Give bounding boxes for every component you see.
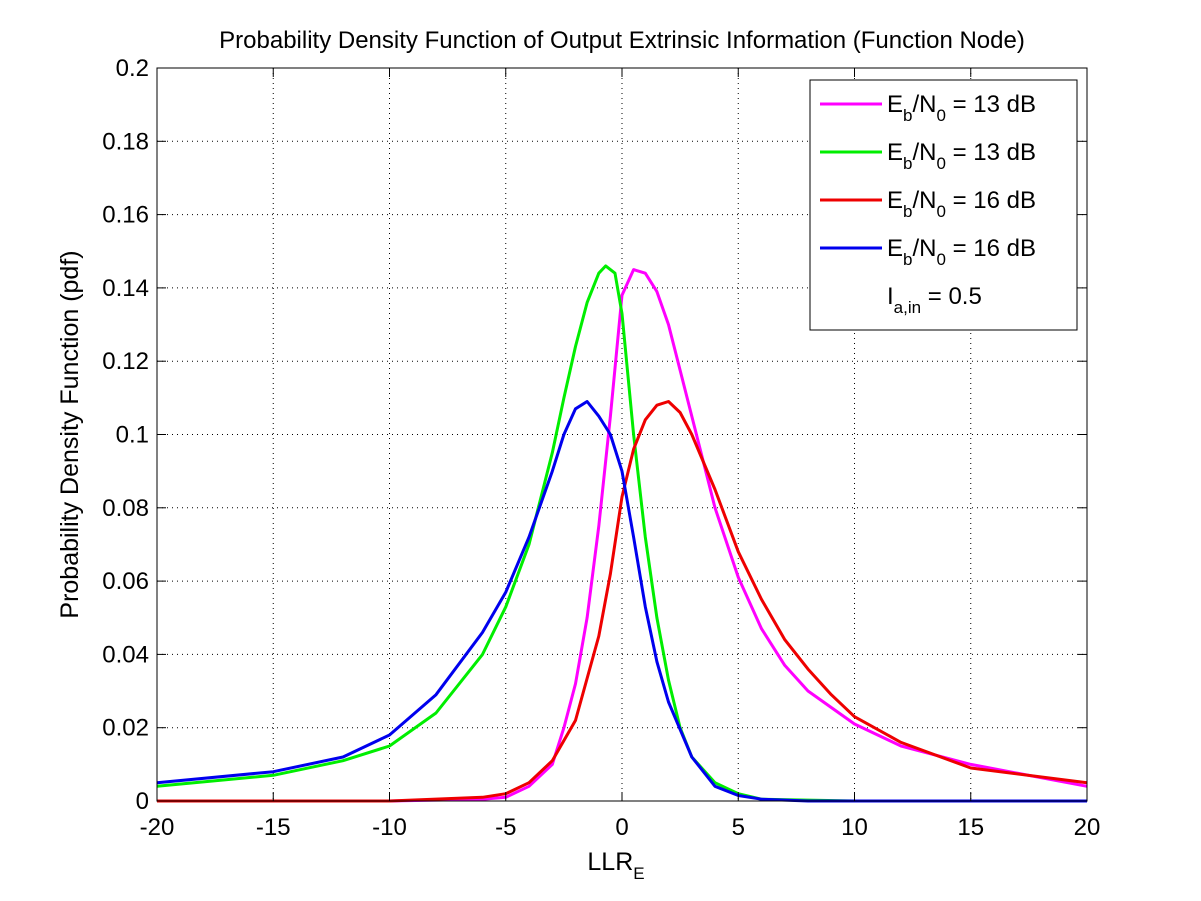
y-tick-label: 0 xyxy=(136,788,149,815)
legend-text-main: E xyxy=(887,139,903,166)
legend-text-sub: b xyxy=(903,154,912,173)
legend-text-mid: /N xyxy=(912,235,936,262)
legend-box xyxy=(809,79,1078,331)
legend-text-sub: b xyxy=(903,106,912,125)
legend-text-sub: 0 xyxy=(936,106,945,125)
legend-text-rest: = 16 dB xyxy=(946,187,1036,214)
y-tick-label: 0.2 xyxy=(116,55,149,82)
series-line-3 xyxy=(157,400,1088,803)
legend-text-sub: b xyxy=(903,202,912,221)
x-tick-label: -10 xyxy=(372,814,407,841)
legend-text-main: E xyxy=(887,187,903,214)
legend-text-main: E xyxy=(887,91,903,118)
y-tick-label: 0.16 xyxy=(102,202,149,229)
legend-entry-label: Eb/N0 = 13 dB xyxy=(887,139,1036,173)
legend-text-rest: = 13 dB xyxy=(946,91,1036,118)
axis-ticks xyxy=(156,67,1088,802)
legend-text-rest: = 13 dB xyxy=(946,139,1036,166)
x-axis-label-subscript: E xyxy=(633,864,644,883)
series-line-1 xyxy=(157,268,1088,803)
grid-lines xyxy=(157,68,1087,801)
legend-note-main: I xyxy=(887,283,894,310)
series-line-4 xyxy=(156,400,1087,803)
x-axis-label-main: LLR xyxy=(587,848,633,876)
x-tick-label: 15 xyxy=(957,814,984,841)
y-tick-labels: 0 0.02 0.04 0.06 0.08 0.1 0.12 0.14 0.16 0.18 0.2 xyxy=(102,55,149,815)
legend-entry-label: Eb/N0 = 16 dB xyxy=(887,187,1036,221)
legend-note-rest: = 0.5 xyxy=(921,283,982,310)
y-tick-label: 0.12 xyxy=(102,348,149,375)
x-tick-label: 20 xyxy=(1074,814,1101,841)
legend-text-sub: 0 xyxy=(936,202,945,221)
y-tick-label: 0.1 xyxy=(116,422,149,449)
x-tick-label: 5 xyxy=(732,814,745,841)
y-tick-label: 0.14 xyxy=(102,275,149,302)
legend-text-sub: 0 xyxy=(936,154,945,173)
legend-note-sub: a,in xyxy=(894,298,921,317)
legend-text-sub: 0 xyxy=(936,250,945,269)
y-tick-label: 0.04 xyxy=(102,641,149,668)
legend-text-sub: b xyxy=(903,250,912,269)
legend-text-rest: = 16 dB xyxy=(946,235,1036,262)
chart-title: Probability Density Function of Output E… xyxy=(219,27,1025,54)
y-tick-label: 0.18 xyxy=(102,128,149,155)
x-tick-label: -15 xyxy=(256,814,291,841)
y-tick-label: 0.02 xyxy=(102,715,149,742)
x-tick-label: 0 xyxy=(615,814,628,841)
series-layer xyxy=(156,264,1088,803)
legend-text-mid: /N xyxy=(912,91,936,118)
x-tick-labels: -20 -15 -10 -5 0 5 10 15 20 xyxy=(140,814,1101,841)
x-tick-label: 10 xyxy=(841,814,868,841)
legend-note: Ia,in = 0.5 xyxy=(887,283,982,317)
y-axis-label: Probability Density Function (pdf) xyxy=(56,250,84,618)
x-tick-label: -5 xyxy=(495,814,516,841)
y-tick-label: 0.08 xyxy=(102,495,149,522)
legend-text-mid: /N xyxy=(912,187,936,214)
x-tick-label: -20 xyxy=(140,814,175,841)
legend-text-main: E xyxy=(887,235,903,262)
legend-text-mid: /N xyxy=(912,139,936,166)
y-tick-label: 0.06 xyxy=(102,568,149,595)
legend-entry-label: Eb/N0 = 16 dB xyxy=(887,235,1036,269)
x-axis-label: LLRE xyxy=(587,848,644,883)
legend-entry-label: Eb/N0 = 13 dB xyxy=(887,91,1036,125)
